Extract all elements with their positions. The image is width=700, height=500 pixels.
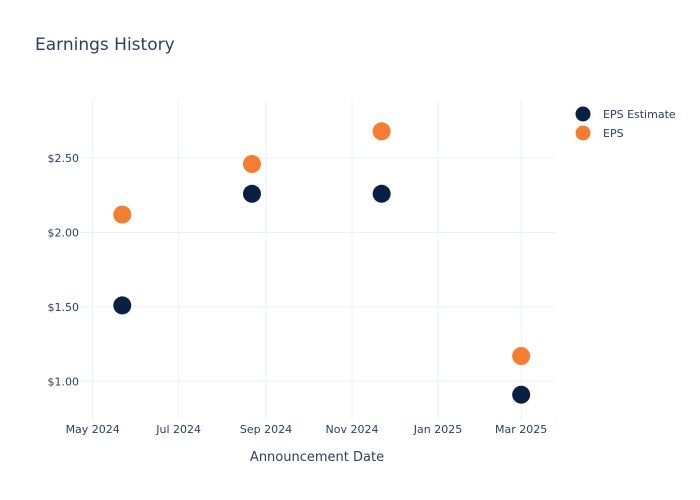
series-eps	[113, 122, 531, 365]
data-point[interactable]	[242, 155, 261, 173]
data-point[interactable]	[372, 184, 391, 203]
x-tick-label: Sep 2024	[240, 423, 292, 436]
legend-item[interactable]: EPS	[575, 125, 624, 141]
data-point[interactable]	[113, 296, 132, 315]
y-tick-label: $1.00	[48, 375, 80, 388]
data-point[interactable]	[512, 347, 531, 365]
y-tick-label: $2.00	[48, 226, 80, 239]
x-axis-title: Announcement Date	[250, 450, 384, 465]
legend-marker	[575, 106, 591, 122]
legend[interactable]: EPS Estimate EPS	[575, 106, 676, 141]
data-point[interactable]	[242, 184, 261, 203]
y-tick-label: $1.50	[48, 301, 80, 314]
x-tick-label: Jan 2025	[413, 423, 462, 436]
legend-marker	[575, 125, 591, 141]
data-points	[113, 122, 531, 404]
legend-label: EPS	[603, 127, 624, 140]
data-point[interactable]	[372, 122, 391, 141]
x-tick-label: Jul 2024	[155, 423, 201, 436]
chart-title: Earnings History	[35, 35, 175, 55]
axis-ticks: May 2024 Jul 2024 Sep 2024 Nov 2024 Jan 2025…	[48, 152, 548, 436]
legend-label: EPS Estimate	[603, 108, 676, 121]
data-point[interactable]	[512, 385, 531, 404]
x-tick-label: May 2024	[66, 423, 120, 436]
legend-item[interactable]: EPS Estimate	[575, 106, 676, 122]
x-tick-label: Mar 2025	[495, 423, 547, 436]
y-tick-label: $2.50	[48, 152, 80, 165]
series-eps-estimate	[113, 184, 531, 404]
data-point[interactable]	[113, 205, 132, 224]
x-tick-label: Nov 2024	[326, 423, 379, 436]
grid	[80, 100, 555, 420]
